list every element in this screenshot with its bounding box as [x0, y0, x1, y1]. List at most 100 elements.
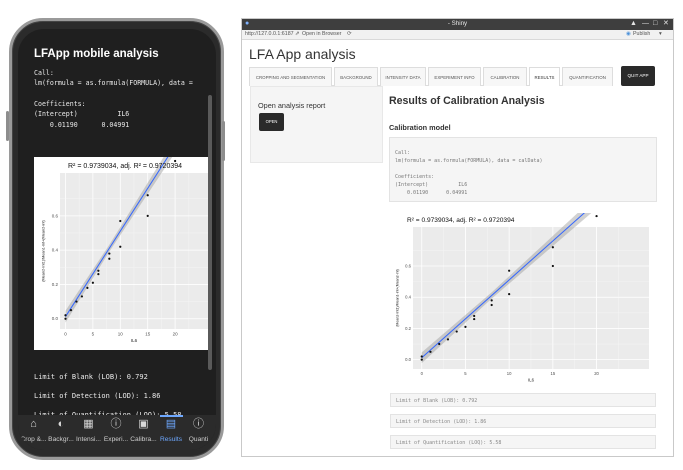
- fit-line: [65, 145, 176, 317]
- publish-icon: ◉: [626, 31, 631, 37]
- model-code-line: Coefficients:: [395, 174, 435, 180]
- tab-calibration[interactable]: CALIBRATION: [483, 67, 527, 86]
- app-title: LFA App analysis: [249, 46, 356, 62]
- data-point: [420, 358, 423, 361]
- phone-screen: LFApp mobile analysis Call: lm(formula =…: [18, 29, 216, 450]
- data-point: [508, 269, 511, 272]
- report-panel: Open analysis report OPEN: [250, 86, 383, 163]
- mobile-code-line: Coefficients:: [34, 100, 86, 108]
- publish-button[interactable]: Publish: [633, 31, 651, 37]
- x-tick-label: 5: [464, 371, 467, 376]
- mobile-code-line: (Intercept) IL6: [34, 110, 130, 118]
- x-tick-label: 15: [551, 371, 556, 376]
- x-axis-label: IL6: [131, 338, 138, 343]
- data-point: [91, 281, 94, 284]
- window-close-icon[interactable]: ✕: [663, 20, 669, 27]
- tab-background[interactable]: BACKGROUND: [334, 67, 378, 86]
- tab-cropping[interactable]: CROPPING AND SEGMENTATION: [249, 67, 332, 86]
- data-point: [551, 264, 554, 268]
- data-point: [64, 314, 67, 317]
- data-point: [146, 194, 149, 197]
- y-axis-label: (Mean2-Int1)/Mean1-int+(Mean2-int): [42, 219, 46, 281]
- data-point: [97, 269, 100, 272]
- lod-box: Limit of Detection (LOD): 1.86: [390, 414, 656, 428]
- x-tick-label: 0: [421, 371, 424, 376]
- open-report-button[interactable]: OPEN: [259, 113, 284, 131]
- mobile-lob-text: Limit of Blank (LOB): 0.792: [34, 373, 148, 381]
- x-tick-label: 0: [64, 332, 67, 337]
- open-in-browser-link[interactable]: Open in Browser: [302, 31, 342, 37]
- open-in-browser-icon: ⇗: [295, 31, 300, 37]
- nav-item-crop[interactable]: ⌂ Crop &...: [20, 415, 47, 450]
- viewer-toolbar: http://127.0.0.1:6187 ⇗ Open in Browser …: [242, 30, 673, 40]
- window-minimize-icon[interactable]: —: [642, 20, 649, 27]
- data-point: [595, 214, 598, 218]
- data-point: [455, 330, 458, 333]
- publish-dropdown-icon[interactable]: ▾: [659, 31, 662, 37]
- nav-item-background[interactable]: ◐ Backgr...: [48, 415, 75, 450]
- chart-title: R² = 0.9739034, adj. R² = 0.9720394: [407, 217, 515, 224]
- tab-experiment-info[interactable]: EXPERIMENT INFO: [428, 67, 481, 86]
- mobile-code-line: 0.01190 0.04991: [34, 121, 130, 129]
- shiny-window: ● - Shiny ▲ — □ ✕ http://127.0.0.1:6187 …: [241, 18, 674, 457]
- data-point: [108, 252, 111, 255]
- data-point: [97, 273, 100, 276]
- calibration-model-label: Calibration model: [389, 123, 451, 132]
- window-maximize-icon[interactable]: □: [653, 20, 658, 27]
- nav-item-label: Quanti: [188, 436, 209, 443]
- fit-line: [421, 201, 597, 359]
- mobile-scrollbar[interactable]: [208, 95, 212, 370]
- nav-item-table[interactable]: ▦ Intensi...: [75, 415, 102, 450]
- data-point: [551, 246, 554, 249]
- data-point: [146, 214, 149, 217]
- desktop-calibration-plot: 0 5 10 15 20 0.0 0.2 0.4 0.6 IL6 (Mean2-Int1)/Mean…: [389, 195, 657, 387]
- phone-side-button: [6, 111, 9, 141]
- image-icon: ▣: [138, 418, 149, 430]
- phone-frame: LFApp mobile analysis Call: lm(formula =…: [6, 18, 225, 460]
- window-up-icon[interactable]: ▲: [630, 20, 637, 27]
- x-tick-label: 15: [145, 332, 151, 337]
- data-point: [464, 325, 467, 328]
- nav-item-label: Crop &...: [20, 436, 47, 443]
- chart-title: R² = 0.9739034, adj. R² = 0.9720394: [68, 163, 182, 170]
- nav-item-results[interactable]: ▤ Results: [158, 415, 185, 450]
- x-axis-label: IL6: [528, 377, 534, 382]
- y-tick-label: 0.2: [52, 282, 59, 287]
- crop-icon: ⌂: [30, 418, 37, 430]
- tab-results[interactable]: RESULTS: [529, 67, 560, 86]
- mobile-app-title: LFApp mobile analysis: [34, 48, 159, 60]
- nav-item-info[interactable]: ⓘ Experi...: [103, 415, 130, 450]
- data-point: [75, 300, 78, 303]
- nav-item-quantification[interactable]: ⓘ Quanti: [185, 415, 212, 450]
- url-text[interactable]: http://127.0.0.1:6187: [245, 31, 294, 37]
- data-point: [80, 295, 84, 298]
- data-point: [64, 317, 67, 320]
- nav-item-label: Backgr...: [48, 436, 74, 443]
- quit-app-button[interactable]: QUIT APP: [621, 66, 655, 86]
- data-point: [174, 159, 177, 163]
- window-title: - Shiny: [447, 20, 468, 27]
- tab-quantification[interactable]: QUANTIFICATION: [562, 67, 613, 86]
- window-titlebar: ● - Shiny ▲ — □ ✕: [242, 19, 673, 30]
- data-point: [473, 314, 476, 318]
- lod-text: Limit of Detection (LOD): 1.86: [396, 419, 487, 425]
- refresh-icon[interactable]: ⟳: [347, 31, 352, 37]
- tab-intensity-data[interactable]: INTENSITY DATA: [380, 67, 426, 86]
- y-axis-label: (Mean2-Int1)/Mean1-int+(Mean2-int): [395, 269, 399, 327]
- nav-item-label: Calibra...: [130, 436, 157, 443]
- data-point: [108, 257, 111, 260]
- mobile-bottom-nav: ⌂ Crop &... ◐ Backgr... ▦ Intensi... ⓘ Experi..…: [18, 415, 216, 450]
- nav-item-label: Intensi...: [76, 436, 101, 443]
- loq-text: Limit of Quantification (LOQ): 5.58: [396, 440, 502, 446]
- y-tick-label: 0.6: [52, 213, 59, 218]
- results-title: Results of Calibration Analysis: [389, 95, 545, 107]
- x-tick-label: 5: [92, 332, 95, 337]
- nav-item-image[interactable]: ▣ Calibra...: [130, 415, 157, 450]
- data-point: [446, 338, 450, 341]
- mobile-lod-text: Limit of Detection (LOD): 1.86: [34, 392, 161, 400]
- lob-text: Limit of Blank (LOB): 0.792: [396, 398, 478, 404]
- x-tick-label: 10: [507, 371, 512, 376]
- mobile-code-line: lm(formula = as.formula(FORMULA), data =: [34, 79, 193, 87]
- results-icon: ▤: [165, 418, 177, 430]
- data-point: [490, 299, 493, 302]
